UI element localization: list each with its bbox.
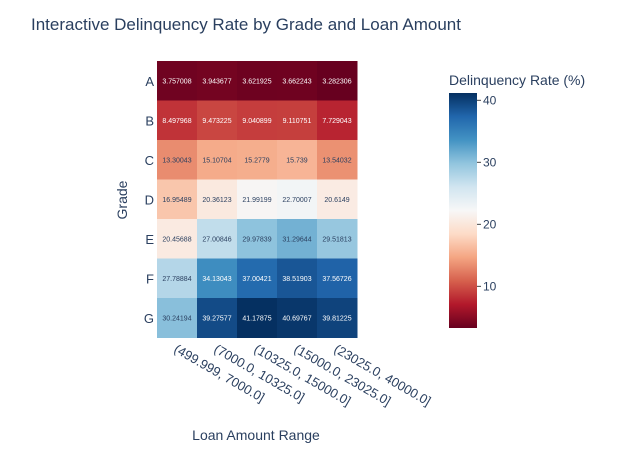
heatmap-cell-label: 21.99199 <box>242 197 271 204</box>
heatmap-cell-label: 3.943677 <box>202 78 231 85</box>
heatmap-cell-label: 9.040899 <box>242 118 271 125</box>
heatmap-cell-label: 30.24194 <box>162 315 191 322</box>
heatmap-cell[interactable] <box>317 179 358 220</box>
heatmap-cell-label: 9.110751 <box>283 118 312 125</box>
heatmap-cell-label: 15.10704 <box>202 157 231 164</box>
heatmap-cell[interactable] <box>157 140 198 180</box>
heatmap-cell-label: 3.621925 <box>242 78 271 85</box>
heatmap-cell-label: 40.69767 <box>282 315 311 322</box>
heatmap-cell[interactable] <box>237 100 278 141</box>
colorbar-title: Delinquency Rate (%) <box>449 72 585 88</box>
heatmap-cell[interactable] <box>237 298 278 338</box>
y-tick-label: A <box>145 74 154 89</box>
colorbar-tick-label: 10 <box>483 279 497 293</box>
heatmap-cell[interactable] <box>197 140 238 180</box>
heatmap-cell[interactable] <box>237 61 278 101</box>
heatmap-cells <box>157 61 358 338</box>
colorbar <box>449 93 477 328</box>
heatmap-cell[interactable] <box>197 100 238 141</box>
heatmap-cell[interactable] <box>157 298 198 338</box>
heatmap-cell[interactable] <box>237 179 278 220</box>
heatmap-cell[interactable] <box>317 219 358 259</box>
heatmap-cell[interactable] <box>157 179 198 220</box>
heatmap-cell[interactable] <box>277 219 318 259</box>
colorbar-ticks: 10 20 30 40 <box>477 93 497 293</box>
heatmap-cell-labels: 3.757008 3.943677 3.621925 3.662243 3.282306… <box>162 78 351 322</box>
y-tick-label: G <box>144 311 154 326</box>
heatmap-cell[interactable] <box>197 61 238 101</box>
colorbar-tick-label: 40 <box>483 93 497 107</box>
heatmap-cell[interactable] <box>197 179 238 220</box>
heatmap-cell-label: 39.27577 <box>202 315 231 322</box>
heatmap-cell[interactable] <box>317 61 358 101</box>
y-tick-label: C <box>145 153 154 168</box>
heatmap-cell[interactable] <box>197 298 238 338</box>
heatmap-cell[interactable] <box>157 100 198 141</box>
heatmap-cell[interactable] <box>237 258 278 299</box>
heatmap-cell[interactable] <box>157 61 198 101</box>
heatmap-cell[interactable] <box>317 100 358 141</box>
heatmap-cell-label: 13.30043 <box>162 157 191 164</box>
heatmap-cell[interactable] <box>157 258 198 299</box>
heatmap-cell[interactable] <box>237 219 278 259</box>
y-tick-label: B <box>145 113 154 128</box>
chart-title: Interactive Delinquency Rate by Grade an… <box>31 15 461 34</box>
heatmap-cell-label: 29.51813 <box>322 236 351 243</box>
heatmap-cell-label: 27.78884 <box>162 276 191 283</box>
heatmap-cell-label: 20.45688 <box>162 236 191 243</box>
y-tick-label: D <box>145 192 154 207</box>
y-axis-title: Grade <box>114 180 130 219</box>
heatmap-cell[interactable] <box>277 298 318 338</box>
heatmap-cell-label: 29.97839 <box>242 236 271 243</box>
x-axis-ticks: (499.999, 7000.0](7000.0, 10325.0](10325… <box>172 341 434 409</box>
y-tick-label: F <box>146 271 154 286</box>
heatmap-cell[interactable] <box>317 140 358 180</box>
heatmap-cell[interactable] <box>197 258 238 299</box>
heatmap-cell-label: 22.70007 <box>282 197 311 204</box>
heatmap-cell-label: 16.95489 <box>162 197 191 204</box>
heatmap-cell[interactable] <box>237 140 278 180</box>
heatmap-cell[interactable] <box>277 258 318 299</box>
heatmap-cell-label: 20.36123 <box>202 197 231 204</box>
heatmap-cell-label: 20.6149 <box>324 197 349 204</box>
heatmap-cell-label: 3.282306 <box>322 78 351 85</box>
heatmap-cell-label: 38.51903 <box>282 276 311 283</box>
heatmap-cell-label: 9.473225 <box>202 118 231 125</box>
heatmap-cell-label: 15.739 <box>286 157 308 164</box>
heatmap-cell[interactable] <box>277 61 318 101</box>
heatmap-cell-label: 8.497968 <box>162 118 191 125</box>
heatmap-cell-label: 31.29644 <box>282 236 311 243</box>
heatmap-cell-label: 27.00846 <box>202 236 231 243</box>
colorbar-tick-label: 30 <box>483 155 497 169</box>
heatmap-cell[interactable] <box>197 219 238 259</box>
heatmap-cell-label: 3.662243 <box>282 78 311 85</box>
heatmap-cell[interactable] <box>317 258 358 299</box>
heatmap-cell-label: 13.54032 <box>322 157 351 164</box>
heatmap-cell[interactable] <box>277 179 318 220</box>
y-axis-ticks: A B C D E F G <box>144 74 154 326</box>
heatmap-cell[interactable] <box>277 100 318 141</box>
heatmap-cell-label: 37.00421 <box>242 276 271 283</box>
heatmap-cell-label: 7.729043 <box>322 118 351 125</box>
heatmap-cell-label: 41.17875 <box>242 315 271 322</box>
heatmap-cell-label: 39.81225 <box>322 315 351 322</box>
heatmap-cell-label: 37.56726 <box>322 276 351 283</box>
heatmap-cell-label: 15.2779 <box>244 157 269 164</box>
heatmap-cell-label: 34.13043 <box>202 276 231 283</box>
heatmap-cell[interactable] <box>317 298 358 338</box>
x-axis-title: Loan Amount Range <box>192 427 320 443</box>
y-tick-label: E <box>145 232 154 247</box>
heatmap-cell[interactable] <box>277 140 318 180</box>
heatmap-cell-label: 3.757008 <box>162 78 191 85</box>
colorbar-tick-label: 20 <box>483 217 497 231</box>
heatmap-cell[interactable] <box>157 219 198 259</box>
